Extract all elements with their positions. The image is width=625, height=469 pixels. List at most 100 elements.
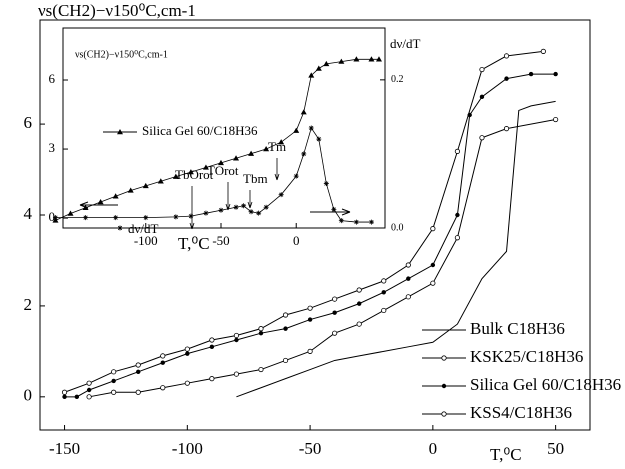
x-tick-label: -50 [299,439,322,458]
marker [479,66,485,73]
legend-label: KSS4/C18H36 [470,403,572,422]
marker [315,65,322,71]
y-tick-label: 0 [49,209,56,224]
arrow [79,201,118,209]
marker [184,380,190,386]
marker [454,148,461,154]
marker [307,348,313,354]
marker [332,296,338,302]
marker [430,262,436,268]
y-tick-label: 6 [49,71,56,86]
marker [323,181,329,187]
marker [248,150,255,156]
inset-x-label: T,⁰C [178,234,210,253]
marker [338,58,345,64]
marker [316,136,322,142]
x-tick-label: -50 [212,233,229,248]
annotation-arrow [274,158,280,181]
marker [381,290,386,295]
marker [187,169,194,175]
marker [430,280,436,286]
marker [160,360,165,365]
marker [97,198,104,205]
marker [300,109,307,115]
marker [375,56,382,62]
marker [111,389,117,395]
marker [233,371,240,377]
x-tick-label: -100 [172,439,203,458]
annotation: TbOrot [175,167,214,182]
marker [160,353,166,359]
marker [308,72,315,78]
marker [467,112,472,118]
marker [479,135,485,141]
marker [282,312,289,318]
marker [188,213,194,219]
marker [136,369,141,375]
marker [83,215,89,221]
marker [323,60,330,67]
marker [353,56,360,62]
marker [356,301,362,306]
legend-label: Bulk C18H36 [470,319,565,338]
annotation: Tm [268,139,286,154]
marker [430,226,436,232]
marker [67,210,74,216]
marker [86,380,92,386]
marker [368,56,375,62]
legend-label: Silica Gel 60/C18H36 [142,123,258,138]
marker [282,357,289,364]
marker [479,94,485,100]
arrow [310,208,351,216]
legend-label: dν/dT [128,221,158,236]
marker [135,389,141,395]
marker [233,204,239,210]
marker [184,346,190,352]
marker [454,235,461,241]
legend-label: Silica Gel 60/C18H36 [470,375,621,394]
marker [74,394,80,400]
marker [356,321,362,327]
plot-frame [62,27,386,229]
series-line [64,50,544,393]
x-tick-label: -150 [49,439,80,458]
marker [86,394,92,400]
annotation-arrow [225,182,231,211]
marker [127,187,134,193]
marker [278,192,284,198]
y-tick-label: 6 [24,113,33,132]
marker [241,203,247,209]
marker [263,204,269,210]
marker [540,48,546,54]
marker [157,178,164,184]
marker [111,378,116,384]
marker [209,344,215,350]
series-line [236,100,556,398]
y-tick-label: 2 [24,295,33,314]
marker [202,164,209,170]
marker [209,376,215,382]
y-tick-label: 4 [24,204,33,223]
marker [135,362,141,368]
annotation: Tbm [243,171,268,186]
x-tick-label: 50 [547,439,564,458]
x-tick-label: -100 [134,233,158,248]
marker [356,287,362,293]
marker [112,193,119,199]
marker [52,215,58,221]
marker [172,173,179,179]
marker [209,337,215,343]
marker [405,294,411,300]
x-axis-label: T,⁰C [490,445,522,464]
inset-y-label: νs(CH2)−ν150⁰C,cm-1 [75,49,168,60]
marker [173,214,179,220]
marker [263,146,270,152]
marker [353,219,359,225]
marker [301,151,307,157]
marker [142,182,149,189]
y-tick-label: 3 [49,140,56,155]
marker [307,317,313,322]
marker [441,383,447,389]
marker [258,366,264,373]
